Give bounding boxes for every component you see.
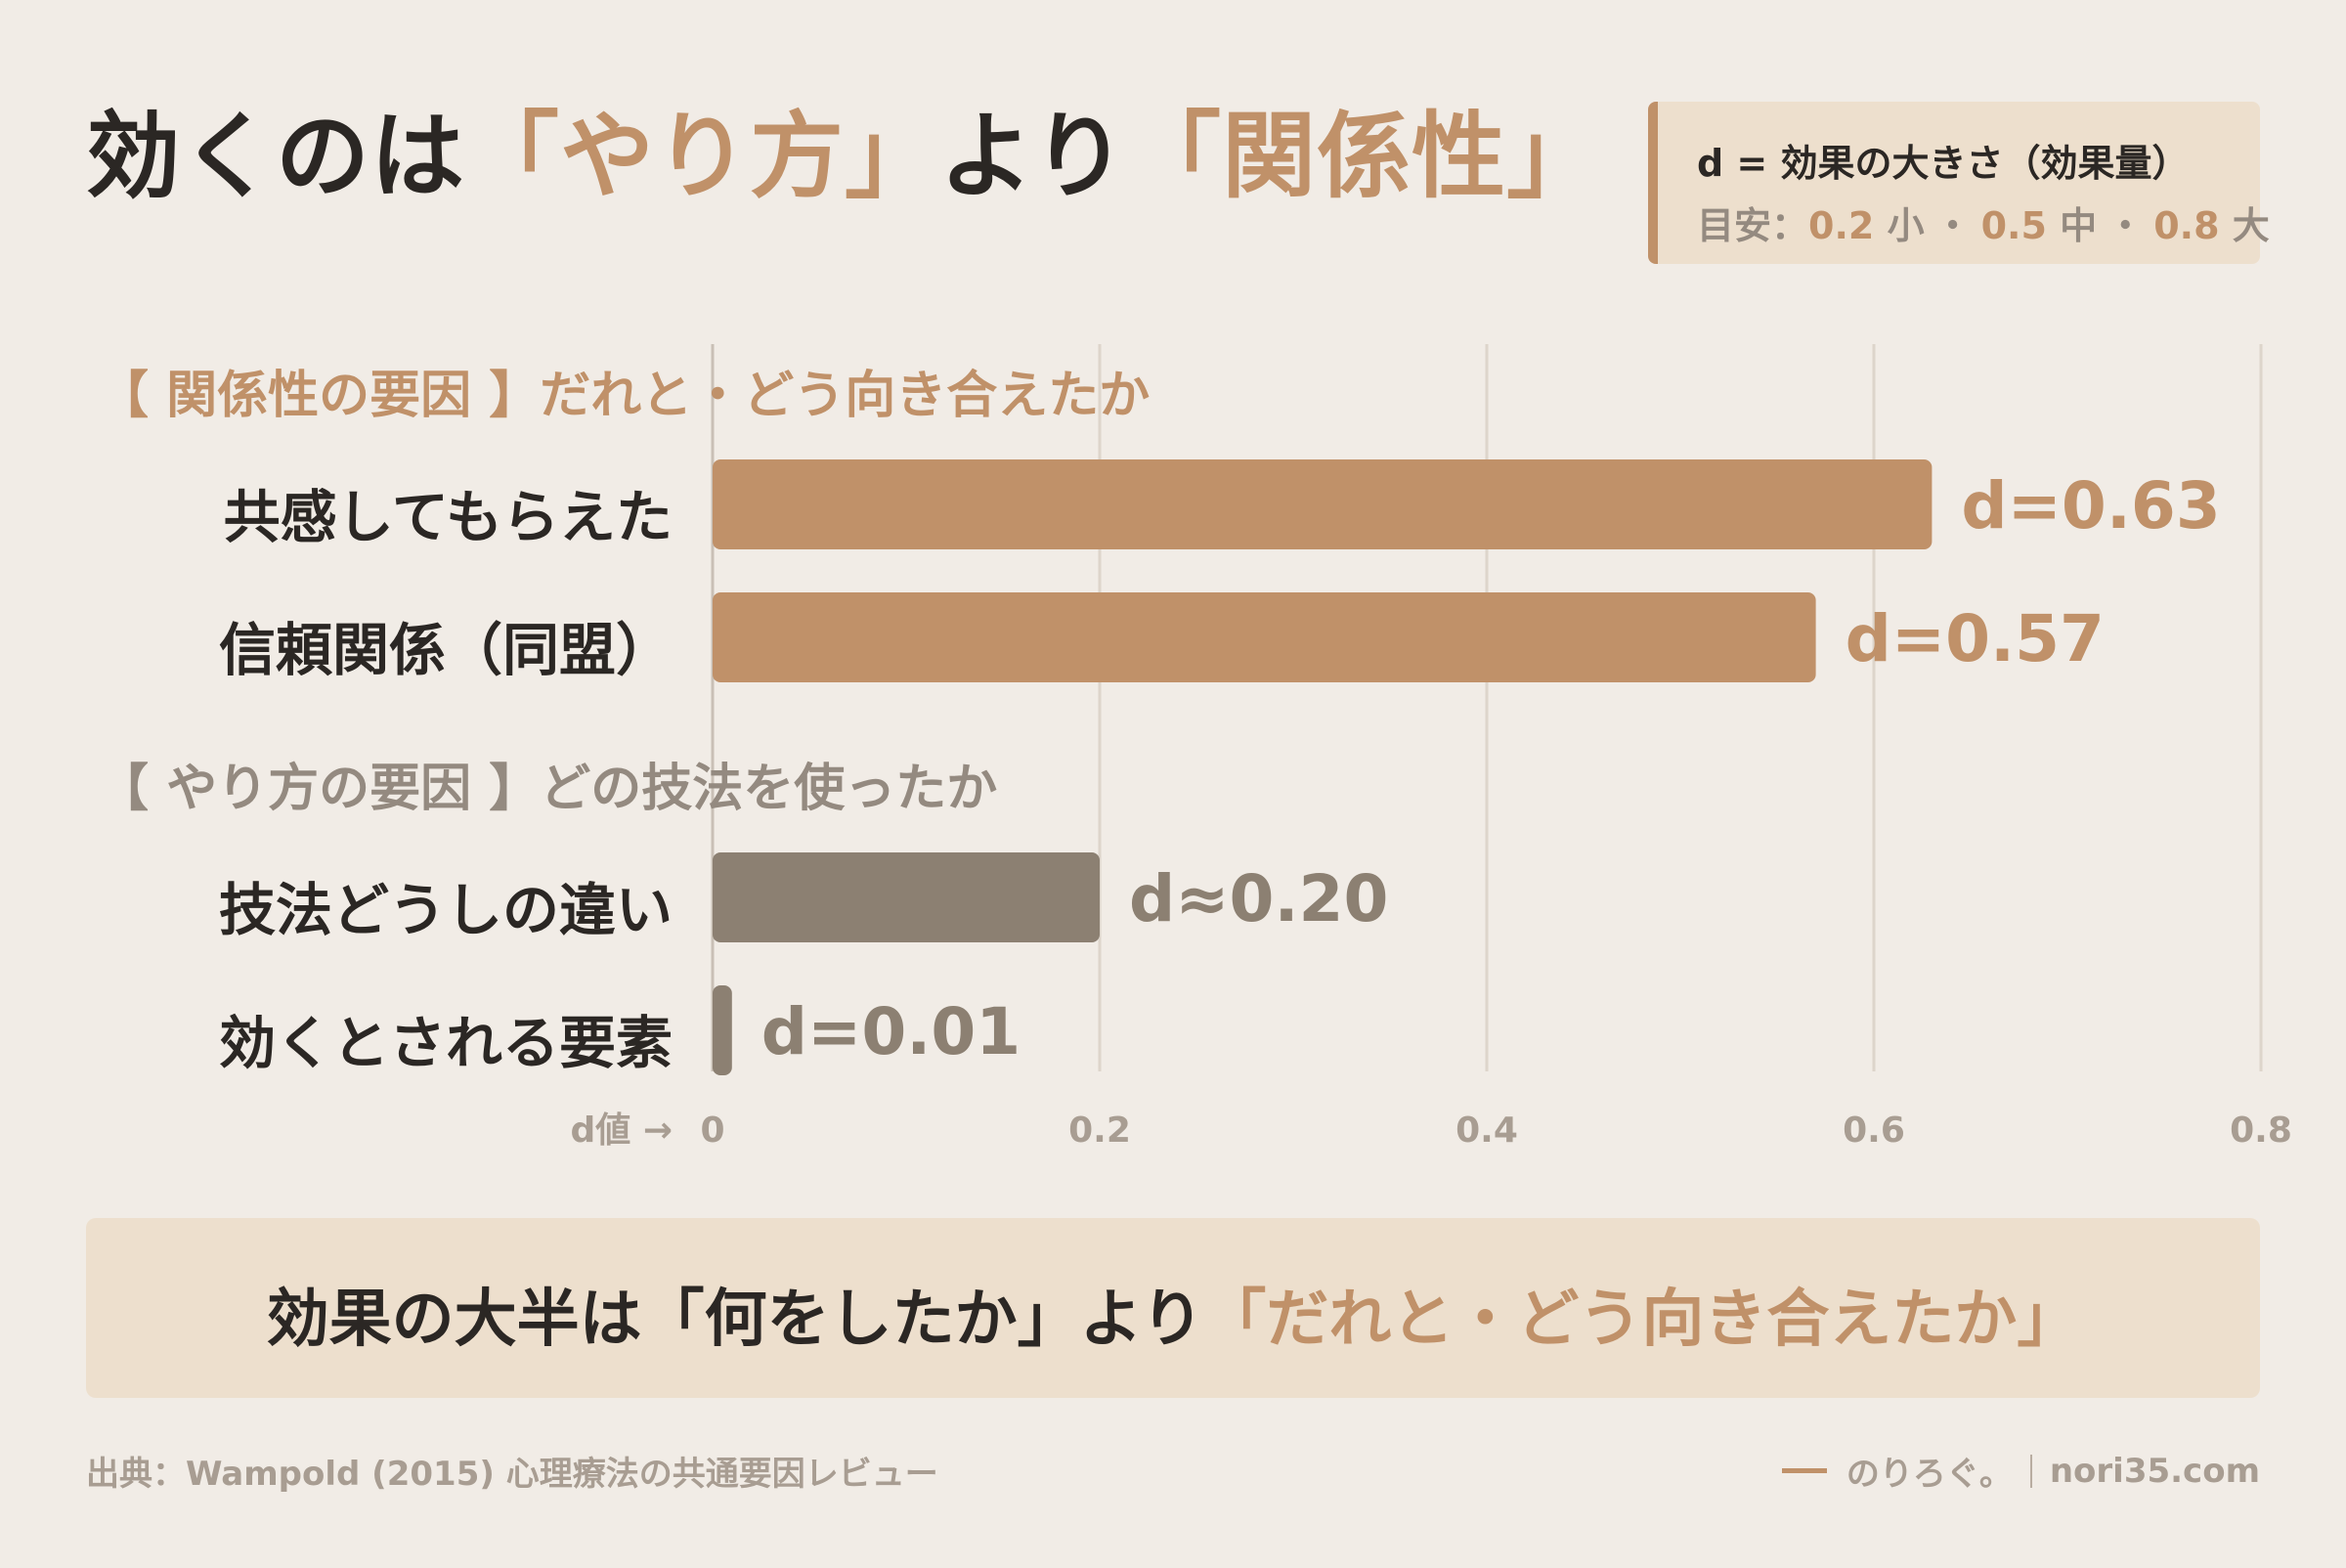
bar-value-label: d=0.57 (1846, 601, 2105, 676)
legend-large-label: 大 (2232, 204, 2270, 247)
title-accent-method: 「やり方」 (465, 102, 939, 211)
section-heading-relationship: 【 関係性の要因 】だれと・どう向き合えたか (98, 367, 1151, 425)
legend-medium-label: 中 (2060, 204, 2098, 247)
legend-scale-prefix: 目安： (1697, 204, 1809, 247)
brand-divider (2029, 1454, 2032, 1488)
brand-site-link[interactable]: nori35.com (2049, 1451, 2260, 1491)
page-title: 効くのは「やり方」より「関係性」 (86, 98, 1601, 215)
legend-large-value: 0.8 (2153, 204, 2220, 247)
bar-value-label: d=0.01 (761, 994, 1021, 1069)
category-label: 共感してもらえた (223, 484, 673, 550)
bar-value-label: d≈0.20 (1129, 861, 1388, 936)
effect-size-legend: d = 効果の大きさ（効果量） 目安：0.2 小・ 0.5 中・ 0.8 大 (1648, 102, 2270, 264)
bar-value-label: d=0.63 (1961, 468, 2220, 544)
summary-text-pre: 効果の大半は「何をしたか」より (266, 1284, 1204, 1356)
bar (713, 852, 1100, 942)
summary-text: 効果の大半は「何をしたか」より「だれと・どう向き合えたか」 (86, 1269, 2260, 1359)
category-label: 技法どうしの違い (218, 877, 673, 943)
source-citation: 出典：Wampold (2015) 心理療法の共通要因レビュー (86, 1455, 938, 1494)
legend-separator: ・ (2107, 204, 2145, 247)
legend-small-value: 0.2 (1808, 204, 1875, 247)
bar (713, 592, 1816, 682)
title-accent-relationship: 「関係性」 (1127, 102, 1602, 211)
brand-name: のりろぐ。 (1846, 1455, 2013, 1494)
legend-separator: ・ (1933, 204, 1972, 247)
brand-footer: のりろぐ。 nori35.com (1781, 1447, 2260, 1495)
category-label: 効くとされる要素 (218, 1010, 673, 1076)
x-tick-label: 0.2 (1068, 1111, 1131, 1151)
summary-banner: 効果の大半は「何をしたか」より「だれと・どう向き合えたか」 (86, 1218, 2260, 1398)
x-axis-label: d値 → (571, 1111, 673, 1151)
x-tick-label: 0.6 (1843, 1111, 1905, 1151)
legend-title: d = 効果の大きさ（効果量） (1697, 142, 2190, 185)
legend-medium-value: 0.5 (1980, 204, 2047, 247)
title-pre: 効くのは (86, 102, 465, 211)
bar (713, 459, 1933, 549)
x-tick-label: 0.4 (1455, 1111, 1518, 1151)
title-mid: より (939, 102, 1128, 211)
bar (713, 985, 732, 1075)
brand-accent-line (1781, 1468, 1827, 1473)
category-label: 信頼関係（同盟） (218, 617, 673, 683)
legend-scale: 目安：0.2 小・ 0.5 中・ 0.8 大 (1697, 196, 2270, 249)
summary-text-accent: 「だれと・どう向き合えたか」 (1203, 1284, 2080, 1356)
x-tick-label: 0 (700, 1111, 724, 1151)
x-tick-label: 0.8 (2230, 1111, 2292, 1151)
section-heading-technique: 【 やり方の要因 】どの技法を使ったか (98, 760, 998, 818)
legend-small-label: 小 (1887, 204, 1925, 247)
